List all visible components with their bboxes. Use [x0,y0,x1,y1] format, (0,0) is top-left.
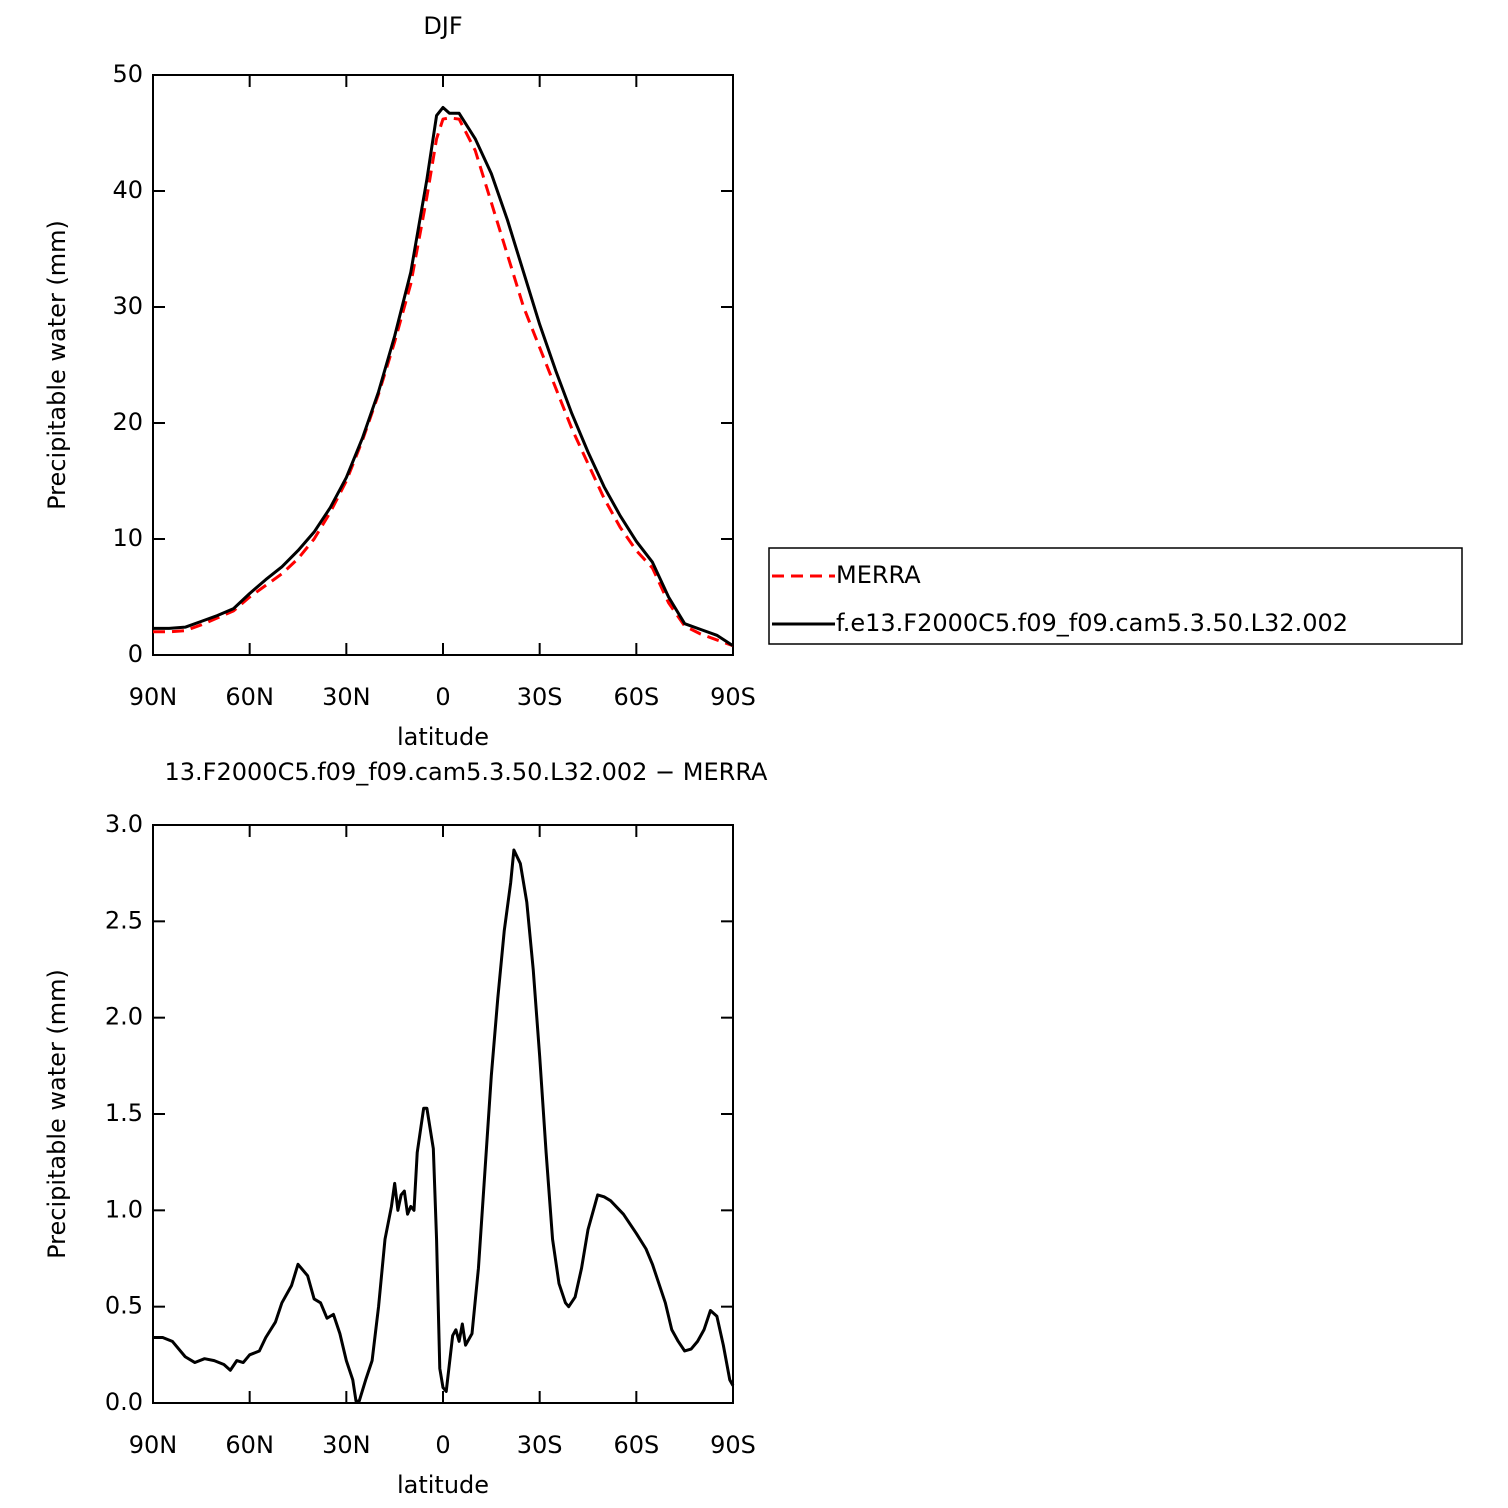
y-tick-label: 40 [112,176,143,204]
x-tick-label: 30S [517,683,563,711]
x-tick-label: 60N [225,1431,274,1459]
y-tick-label: 2.0 [105,1003,143,1031]
data-line [153,105,734,647]
x-axis-label: latitude [397,723,489,751]
y-tick-label: 2.5 [105,906,143,934]
x-tick-label: 30S [517,1431,563,1459]
x-tick-label: 60S [613,1431,659,1459]
y-tick-label: 20 [112,408,143,436]
legend-box [768,547,1463,645]
y-axis-label: Precipitable water (mm) [43,220,71,510]
y-tick-label: 3.0 [105,810,143,838]
y-tick-label: 1.5 [105,1099,143,1127]
chart-title: 13.F2000C5.f09_f09.cam5.3.50.L32.002 − M… [165,758,769,786]
y-tick-label: 0 [128,640,143,668]
legend-label: MERRA [836,561,921,589]
plot-frame [152,824,734,1404]
x-tick-label: 90N [129,683,178,711]
y-axis-label: Precipitable water (mm) [43,969,71,1259]
y-tick-label: 30 [112,292,143,320]
x-tick-label: 60N [225,683,274,711]
x-axis-label: latitude [397,1471,489,1499]
y-tick-label: 0.5 [105,1292,143,1320]
x-tick-label: 0 [435,683,450,711]
plot-frame [152,74,734,656]
y-tick-label: 0.0 [105,1388,143,1416]
data-line [153,116,734,648]
x-tick-label: 60S [613,683,659,711]
y-tick-label: 10 [112,524,143,552]
x-tick-label: 90S [710,1431,756,1459]
x-tick-label: 30N [322,683,371,711]
chart-title: DJF [423,12,462,40]
y-tick-label: 50 [112,60,143,88]
x-tick-label: 90N [129,1431,178,1459]
data-line [153,848,735,1403]
x-tick-label: 0 [435,1431,450,1459]
x-tick-label: 30N [322,1431,371,1459]
x-tick-label: 90S [710,683,756,711]
y-tick-label: 1.0 [105,1195,143,1223]
legend-label: f.e13.F2000C5.f09_f09.cam5.3.50.L32.002 [836,609,1348,637]
